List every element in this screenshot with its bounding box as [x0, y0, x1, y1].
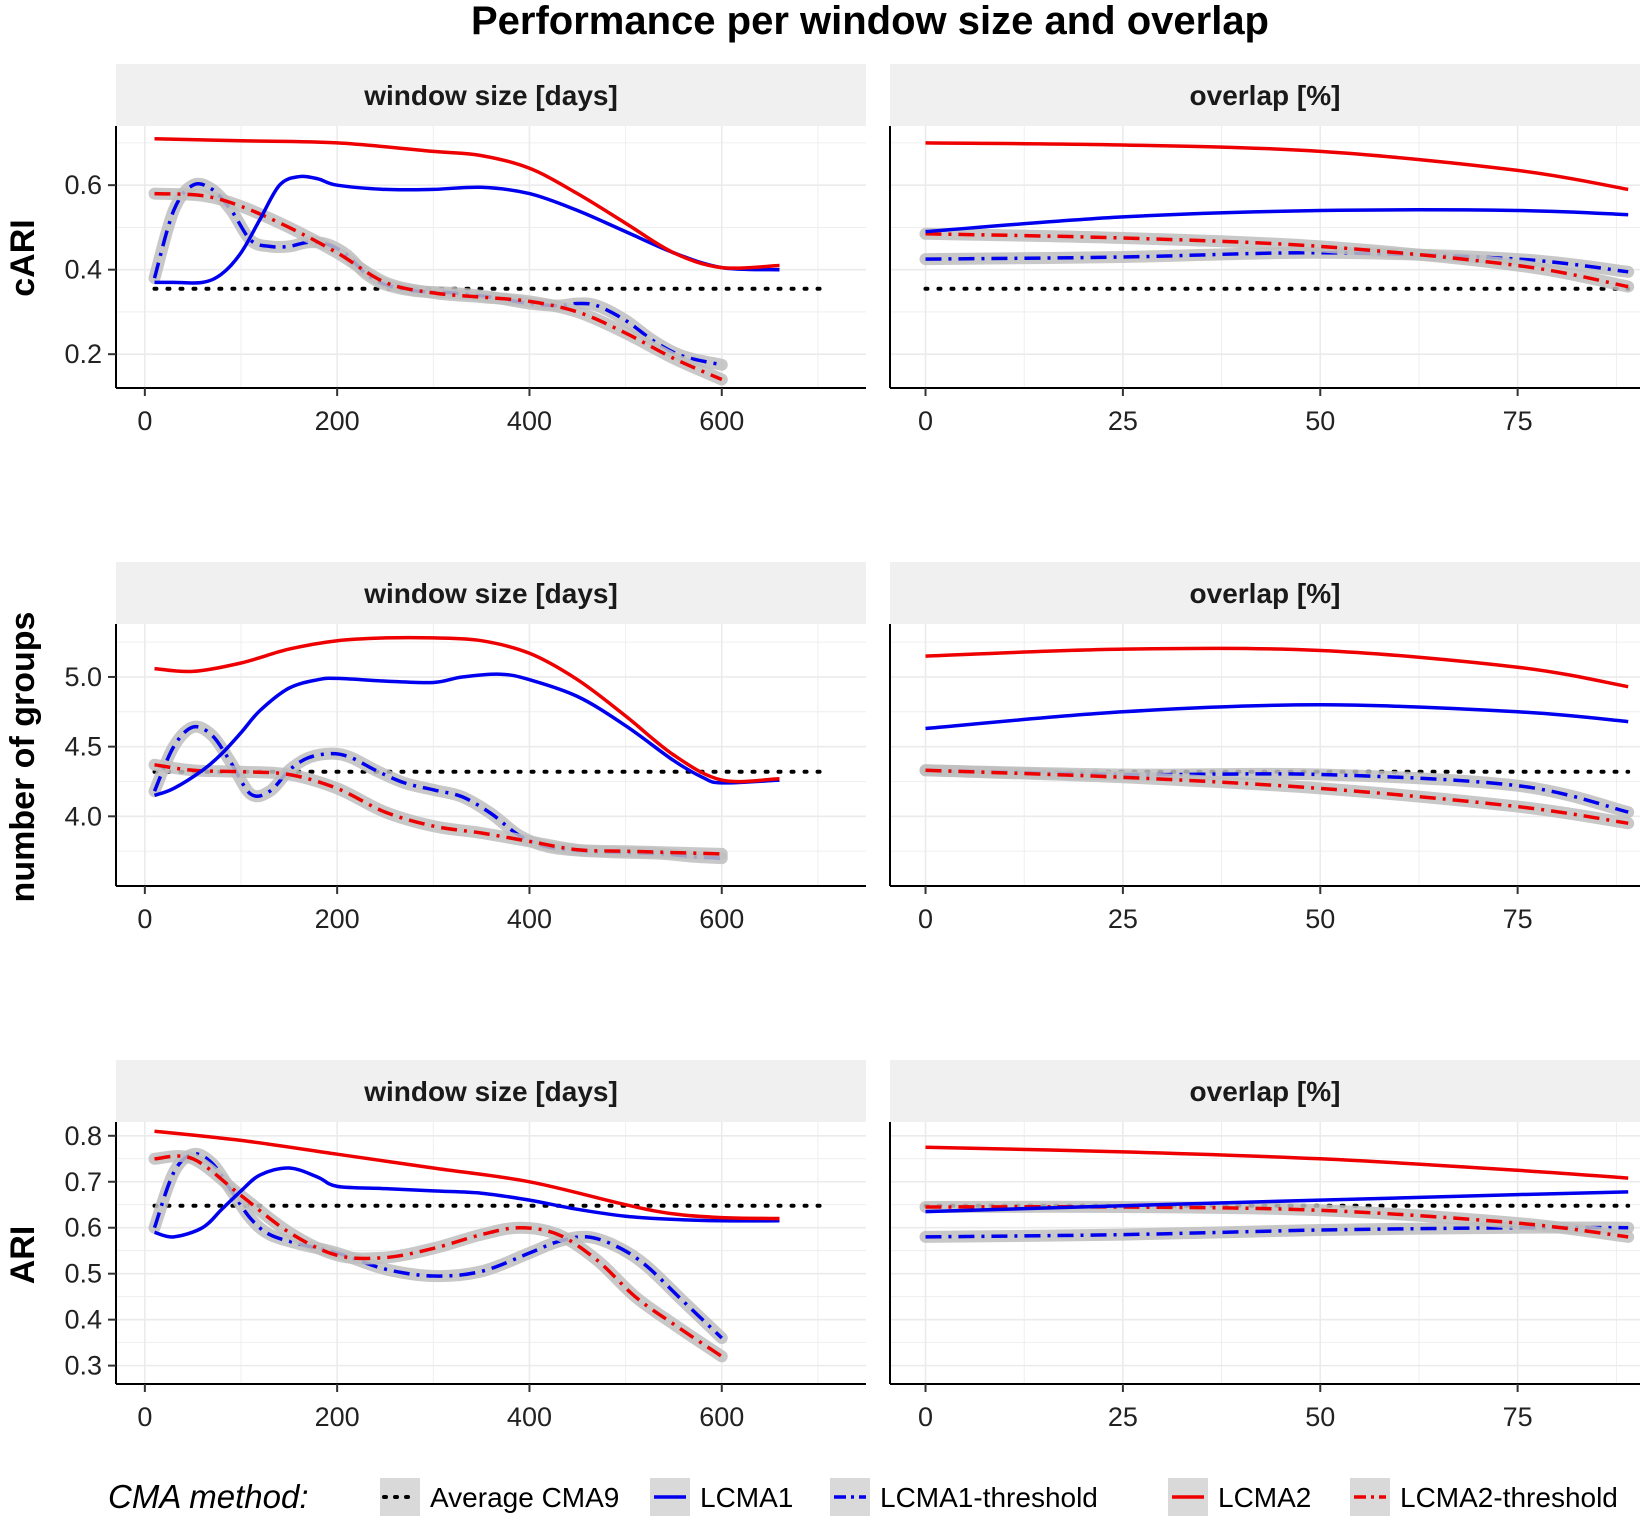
panel-ari-overlap: overlap [%] 0 25 50 75 [890, 1060, 1640, 1432]
legend-title: CMA method: [108, 1478, 309, 1515]
y-axis-label-cari: cARI [4, 219, 42, 296]
grid-lines [116, 126, 866, 388]
x-tick-label: 0 [918, 904, 933, 934]
line-lcma2 [926, 648, 1629, 686]
facet-strip-label: window size [days] [363, 578, 618, 609]
x-tick-label: 25 [1108, 1402, 1138, 1432]
x-tick-label: 75 [1503, 1402, 1533, 1432]
grid-lines [890, 1122, 1640, 1384]
line-lcma2 [155, 638, 780, 782]
x-tick-label: 400 [507, 1402, 552, 1432]
x-tick-label: 400 [507, 904, 552, 934]
facet-panels: window size [days] 0 200 400 600 0.2 0.4 0.6 ove… [64, 64, 1640, 1432]
facet-strip-label: overlap [%] [1190, 80, 1341, 111]
line-lcma2 [926, 1147, 1629, 1178]
y-tick-label: 0.8 [64, 1121, 102, 1151]
x-tick-label: 600 [699, 904, 744, 934]
panel-cari-overlap: overlap [%] 0 25 50 75 [890, 64, 1640, 436]
panel-cari-window: window size [days] 0 200 400 600 0.2 0.4 0.6 [64, 64, 866, 436]
y-tick-label: 0.6 [64, 1213, 102, 1243]
x-tick-label: 25 [1108, 406, 1138, 436]
legend-entry-lcma2-threshold: LCMA2-threshold [1350, 1478, 1618, 1516]
x-tick-label: 75 [1503, 904, 1533, 934]
y-tick-label: 4.0 [64, 801, 102, 831]
y-tick-label: 0.6 [64, 170, 102, 200]
x-tick-label: 600 [699, 1402, 744, 1432]
x-tick-label: 0 [918, 406, 933, 436]
line-lcma2 [926, 143, 1629, 190]
x-tick-label: 0 [137, 406, 152, 436]
legend-label: LCMA1 [700, 1482, 793, 1513]
facet-strip-label: overlap [%] [1190, 578, 1341, 609]
y-tick-label: 4.5 [64, 732, 102, 762]
x-tick-label: 0 [918, 1402, 933, 1432]
y-tick-label: 5.0 [64, 662, 102, 692]
line-lcma1 [926, 210, 1629, 232]
legend: CMA method: Average CMA9 LCMA1 LCMA1-thresh… [108, 1478, 1618, 1516]
panel-number-of-groups-window: window size [days] 0 200 400 600 4.0 4.5 5.0 [64, 562, 866, 934]
chart-figure: Performance per window size and overlap … [0, 0, 1650, 1519]
facet-strip-label: window size [days] [363, 80, 618, 111]
panel-ari-window: window size [days] 0 200 400 600 0.3 0.4 0.5 0.6… [64, 1060, 866, 1432]
x-tick-label: 25 [1108, 904, 1138, 934]
legend-label: Average CMA9 [430, 1482, 619, 1513]
y-axis-labels: cARI number of groups ARI [4, 219, 42, 1284]
x-tick-label: 600 [699, 406, 744, 436]
chart-title: Performance per window size and overlap [471, 0, 1269, 43]
y-tick-label: 0.5 [64, 1259, 102, 1289]
line-lcma1 [926, 705, 1629, 729]
facet-strip-label: window size [days] [363, 1076, 618, 1107]
y-axis-label-number-of-groups: number of groups [4, 612, 42, 903]
grid-lines [116, 1122, 866, 1384]
legend-label: LCMA2 [1218, 1482, 1311, 1513]
x-tick-label: 200 [315, 904, 360, 934]
y-tick-label: 0.7 [64, 1167, 102, 1197]
facet-strip-label: overlap [%] [1190, 1076, 1341, 1107]
x-tick-label: 0 [137, 904, 152, 934]
legend-entry-lcma2: LCMA2 [1168, 1478, 1311, 1516]
legend-label: LCMA1-threshold [880, 1482, 1098, 1513]
legend-entry-average-cma9: Average CMA9 [380, 1478, 619, 1516]
x-tick-label: 0 [137, 1402, 152, 1432]
x-tick-label: 75 [1503, 406, 1533, 436]
x-tick-label: 50 [1305, 406, 1335, 436]
x-tick-label: 400 [507, 406, 552, 436]
legend-entry-lcma1: LCMA1 [650, 1478, 793, 1516]
y-axis-label-ari: ARI [4, 1226, 42, 1285]
panel-number-of-groups-overlap: overlap [%] 0 25 50 75 [890, 562, 1640, 934]
x-tick-label: 50 [1305, 904, 1335, 934]
y-tick-label: 0.2 [64, 339, 102, 369]
y-tick-label: 0.4 [64, 1305, 102, 1335]
y-tick-label: 0.3 [64, 1351, 102, 1381]
x-tick-label: 200 [315, 1402, 360, 1432]
x-tick-label: 200 [315, 406, 360, 436]
legend-label: LCMA2-threshold [1400, 1482, 1618, 1513]
legend-entry-lcma1-threshold: LCMA1-threshold [830, 1478, 1098, 1516]
x-tick-label: 50 [1305, 1402, 1335, 1432]
y-tick-label: 0.4 [64, 255, 102, 285]
grid-lines [890, 624, 1640, 886]
